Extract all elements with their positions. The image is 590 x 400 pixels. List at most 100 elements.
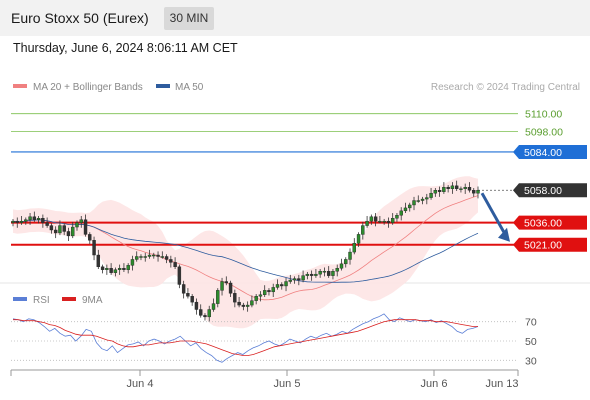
x-tick-label: Jun 13: [485, 378, 518, 390]
candle: [267, 288, 271, 296]
rsi-panel: 70 50 30: [11, 313, 537, 367]
candle: [36, 216, 41, 224]
bollinger-bands: [13, 176, 478, 329]
candle: [429, 188, 433, 200]
rsi-level-label: 50: [525, 336, 537, 348]
candle: [160, 251, 165, 259]
candle: [476, 186, 480, 199]
forecast-arrow-head: [498, 227, 510, 242]
candle: [241, 302, 246, 311]
candle: [62, 223, 66, 236]
x-tick-label: Jun 5: [274, 378, 301, 390]
candle: [66, 227, 71, 242]
candle: [28, 213, 32, 225]
level-tag-5058.00: [513, 183, 587, 198]
rsi-ma9-line: [13, 319, 478, 356]
candle: [11, 218, 15, 227]
candle: [147, 249, 152, 259]
candle: [58, 220, 62, 236]
ma50-line: [12, 219, 479, 283]
level-label-5098.00: 5098.00: [525, 126, 563, 138]
candle: [32, 211, 37, 222]
ma20-legend-label: MA 20 + Bollinger Bands: [33, 82, 143, 93]
candle: [143, 252, 147, 262]
candle: [258, 291, 263, 302]
candle: [228, 280, 233, 297]
candle: [437, 186, 442, 197]
forecast-arrow: [480, 192, 509, 239]
title-bar: Euro Stoxx 50 (Eurex) 30 MIN: [0, 0, 590, 36]
level-tag-5021.00: [513, 237, 587, 252]
candle: [369, 214, 374, 225]
candle: [262, 285, 267, 297]
candle: [224, 276, 229, 286]
candle: [194, 298, 199, 315]
candle: [446, 185, 450, 193]
candle: [254, 294, 258, 305]
candle: [373, 213, 378, 227]
candle: [135, 251, 139, 262]
candle: [169, 255, 173, 268]
candle: [322, 267, 327, 277]
candle: [463, 183, 467, 194]
candle: [318, 269, 322, 278]
moving-averages: [12, 195, 479, 301]
credit-text: Research © 2024 Trading Central: [431, 82, 580, 93]
candle: [297, 274, 301, 286]
candle: [83, 214, 88, 237]
rsi-level-label: 30: [525, 355, 537, 367]
candle: [314, 269, 318, 278]
candle: [41, 214, 45, 228]
level-label-5110.00: 5110.00: [525, 109, 562, 121]
candle: [79, 216, 83, 228]
candle: [156, 251, 160, 262]
candle: [88, 232, 92, 244]
candle: [390, 213, 395, 225]
candle: [92, 236, 96, 261]
x-tick-label: Jun 6: [421, 378, 448, 390]
candle: [331, 269, 335, 280]
candle: [356, 232, 361, 247]
candle: [416, 195, 420, 203]
candle: [459, 186, 463, 193]
candle: [280, 282, 284, 290]
candle: [211, 298, 216, 312]
candle: [117, 264, 122, 275]
candle: [275, 279, 280, 290]
candle: [49, 223, 54, 234]
rsi-level-label: 70: [525, 317, 537, 329]
level-tag-5084.00: [513, 144, 587, 159]
candle: [403, 202, 408, 214]
candle: [186, 288, 190, 299]
candle: [408, 202, 412, 212]
candle: [199, 304, 203, 318]
candle: [399, 207, 403, 221]
candle: [250, 295, 254, 308]
level-tag-5036.00: [513, 215, 587, 230]
candle: [339, 258, 344, 271]
candle: [164, 254, 169, 264]
candle: [19, 216, 24, 225]
candlesticks: [11, 180, 480, 323]
level-label-5036.00: 5036.00: [524, 218, 562, 230]
candle: [420, 196, 425, 205]
x-tick-label: Jun 4: [127, 378, 154, 390]
candle: [233, 289, 237, 308]
candle: [348, 248, 352, 265]
candle: [130, 255, 135, 271]
candle: [105, 264, 109, 275]
ma9-legend-swatch: [62, 297, 76, 301]
timeframe-button[interactable]: 30 MIN: [164, 7, 214, 30]
candle: [450, 182, 455, 194]
level-label-5084.00: 5084.00: [524, 147, 562, 159]
candle: [24, 217, 28, 225]
candle: [109, 263, 113, 275]
rsi-legend-swatch: [13, 297, 27, 301]
candle: [53, 226, 58, 239]
candle: [386, 217, 391, 228]
candle: [207, 305, 211, 323]
instrument-title: Euro Stoxx 50 (Eurex): [11, 10, 149, 26]
candle: [326, 266, 331, 278]
candle: [245, 301, 250, 312]
